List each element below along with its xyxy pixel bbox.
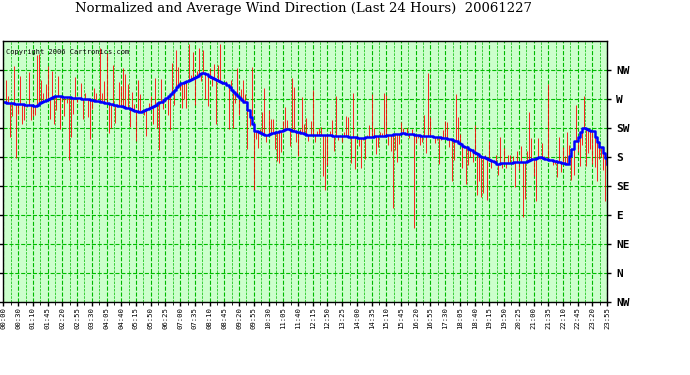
Text: Copyright 2006 Cartronics.com: Copyright 2006 Cartronics.com (6, 49, 130, 55)
Text: Normalized and Average Wind Direction (Last 24 Hours)  20061227: Normalized and Average Wind Direction (L… (75, 2, 532, 15)
